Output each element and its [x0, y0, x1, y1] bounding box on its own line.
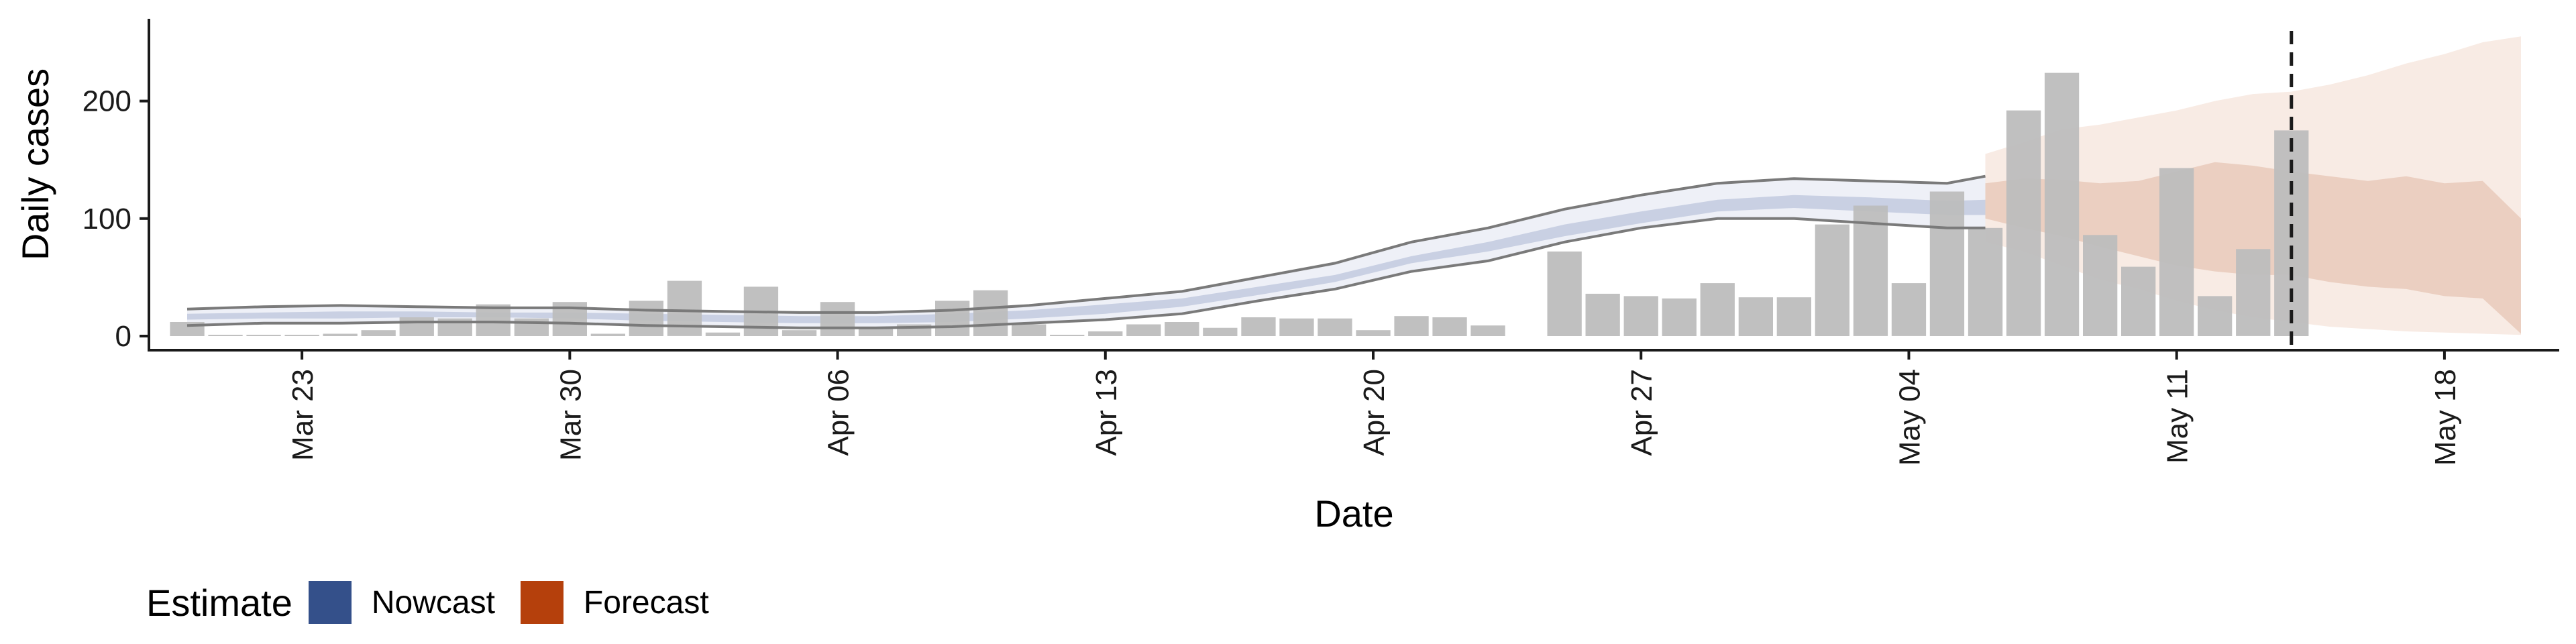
- bar-2020-04-21: [1394, 316, 1429, 336]
- bar-2020-04-23: [1470, 325, 1505, 336]
- bar-2020-04-27: [1623, 296, 1658, 336]
- x-tick-label: May 11: [2161, 369, 2194, 464]
- y-axis-ticks: 0 100 200: [83, 85, 149, 353]
- bar-2020-05-05: [1929, 191, 1965, 336]
- nowcast-interval-lines: [186, 174, 1986, 329]
- bar-2020-03-26: [399, 317, 434, 336]
- bar-2020-04-01: [629, 301, 663, 336]
- bar-2020-04-03: [705, 332, 741, 336]
- y-axis-title: Daily cases: [14, 68, 56, 260]
- x-tick-label: May 04: [1893, 369, 1926, 466]
- bar-2020-03-23: [284, 335, 319, 336]
- bar-2020-04-05: [782, 330, 817, 336]
- x-tick-label: Apr 27: [1625, 369, 1658, 456]
- bar-2020-05-12: [2198, 296, 2233, 336]
- bar-2020-04-17: [1241, 317, 1276, 336]
- bar-2020-04-10: [973, 290, 1008, 336]
- bar-2020-03-21: [208, 335, 243, 336]
- y-tick-label: 0: [115, 320, 131, 353]
- bar-2020-04-25: [1547, 251, 1582, 336]
- x-tick-label: Mar 23: [286, 369, 319, 461]
- nowcast-upper-line: [186, 174, 1986, 314]
- bar-2020-05-04: [1891, 283, 1927, 336]
- x-axis-title: Date: [1314, 492, 1393, 535]
- nowcast-bands: [187, 176, 1986, 328]
- bar-2020-04-15: [1165, 322, 1199, 336]
- bar-2020-05-09: [2083, 235, 2118, 336]
- forecast-inner-band: [1985, 162, 2521, 334]
- bar-2020-05-02: [1815, 224, 1849, 336]
- bar-2020-05-11: [2159, 168, 2194, 336]
- legend-item-nowcast: Nowcast: [308, 581, 495, 624]
- bar-2020-04-16: [1203, 327, 1238, 336]
- bar-2020-03-31: [590, 333, 625, 336]
- bar-2020-03-22: [246, 335, 281, 336]
- nowcast-lower-line: [186, 217, 1986, 329]
- nowcast-inner-band: [187, 195, 1986, 323]
- x-axis-ticks: Mar 23 Mar 30 Apr 06 Apr 13 Apr 20 Apr 27 May …: [286, 350, 2462, 466]
- axes: [148, 19, 2559, 352]
- legend-label-nowcast: Nowcast: [371, 584, 495, 621]
- x-tick-label: Apr 13: [1090, 369, 1123, 456]
- forecast-swatch: [520, 581, 564, 624]
- legend-item-forecast: Forecast: [520, 581, 709, 624]
- nowcast-swatch: [308, 581, 352, 624]
- cases-chart: 0 100 200 Mar 23 Mar 30 Apr 06 Apr 13 Apr 20 Ap…: [14, 19, 2559, 535]
- bar-2020-04-18: [1279, 318, 1314, 336]
- bar-2020-04-12: [1050, 335, 1085, 336]
- y-tick-label: 100: [83, 203, 131, 235]
- bar-2020-04-02: [667, 280, 702, 336]
- bar-2020-05-06: [1968, 227, 2003, 336]
- bar-2020-04-30: [1738, 297, 1773, 336]
- bar-2020-04-26: [1585, 293, 1620, 336]
- bar-2020-04-28: [1662, 298, 1697, 336]
- bar-2020-04-22: [1432, 317, 1467, 336]
- bar-2020-04-11: [1012, 324, 1046, 336]
- reported-cases-bars: [170, 72, 2309, 336]
- legend: Estimate Nowcast Forecast: [146, 576, 735, 629]
- bar-2020-05-03: [1853, 205, 1888, 336]
- y-tick-label: 200: [83, 85, 131, 118]
- bar-2020-04-14: [1126, 324, 1161, 336]
- x-tick-label: Apr 20: [1358, 369, 1391, 456]
- bar-2020-05-08: [2044, 72, 2080, 336]
- bar-2020-03-28: [476, 304, 511, 336]
- bar-2020-05-07: [2006, 110, 2041, 336]
- bar-2020-04-06: [820, 302, 855, 336]
- bar-2020-04-19: [1318, 318, 1352, 336]
- bar-2020-04-20: [1356, 330, 1391, 336]
- bar-2020-05-01: [1776, 297, 1811, 336]
- bar-2020-05-10: [2121, 266, 2156, 336]
- x-tick-label: Apr 06: [822, 369, 855, 456]
- x-tick-label: Mar 30: [554, 369, 587, 461]
- bar-2020-05-13: [2236, 249, 2271, 336]
- bar-2020-03-24: [323, 333, 358, 336]
- legend-label-forecast: Forecast: [583, 584, 709, 621]
- bar-2020-04-29: [1700, 283, 1735, 336]
- bar-2020-03-25: [361, 330, 396, 336]
- x-tick-label: May 18: [2429, 369, 2462, 466]
- bar-2020-04-09: [935, 301, 970, 336]
- bar-2020-04-13: [1088, 331, 1123, 336]
- forecast-bands: [1985, 36, 2521, 335]
- legend-title: Estimate: [146, 581, 292, 624]
